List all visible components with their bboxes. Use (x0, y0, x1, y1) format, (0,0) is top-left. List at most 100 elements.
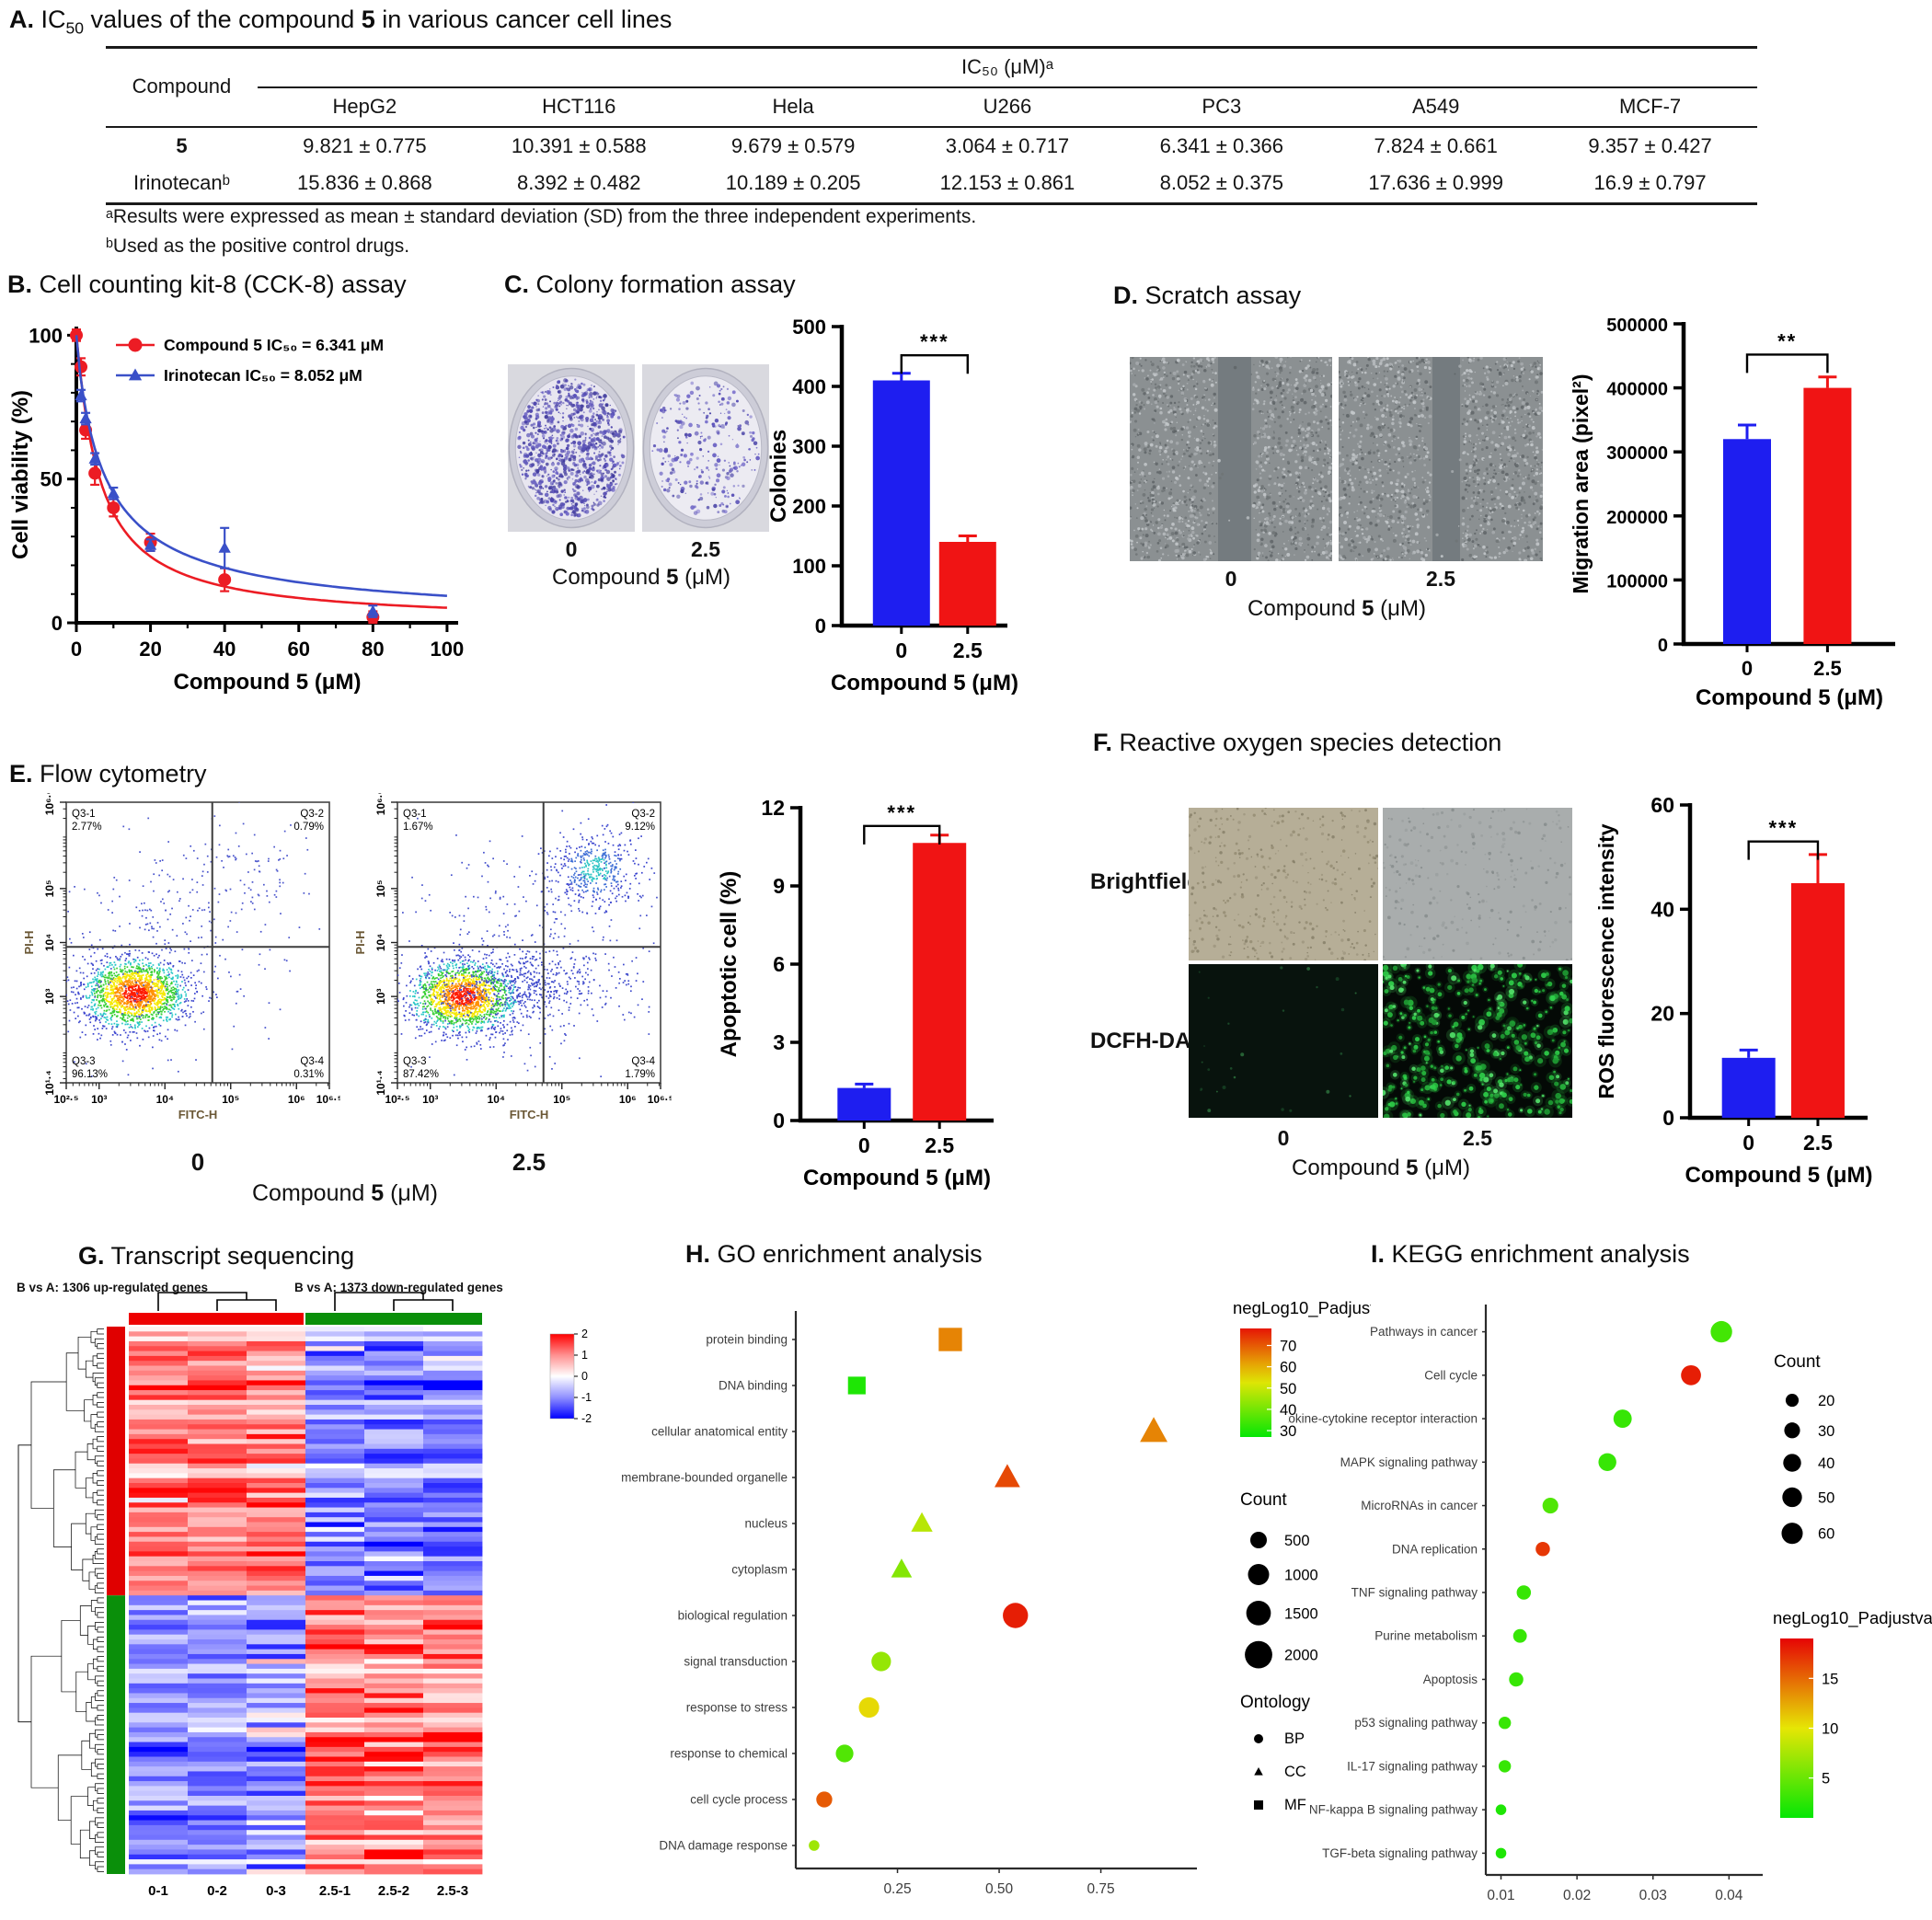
table-cell: 17.636 ± 0.999 (1328, 165, 1543, 203)
table-cell: 16.9 ± 0.797 (1543, 165, 1757, 203)
svg-text:0: 0 (1742, 657, 1753, 680)
panel-a-title-mid: values of the compound (84, 6, 362, 33)
table-col-pc3: PC3 (1114, 87, 1328, 127)
panel-h-letter: H. (685, 1240, 710, 1268)
table-col-a549: A549 (1328, 87, 1543, 127)
svg-text:Migration area (pixel²): Migration area (pixel²) (1569, 374, 1593, 594)
panel-f-title-text: Reactive oxygen species detection (1120, 729, 1502, 756)
svg-text:50: 50 (40, 468, 63, 491)
panel-e-title-text: Flow cytometry (40, 760, 207, 788)
colony-dish-image-0 (508, 364, 635, 536)
svg-text:10⁴: 10⁴ (43, 934, 56, 951)
svg-text:10⁶: 10⁶ (288, 1093, 305, 1106)
table-cell: 12.153 ± 0.861 (901, 165, 1115, 203)
scratch-xlabel-num: 5 (1362, 596, 1374, 621)
ros-dose-2-5: 2.5 (1463, 1126, 1492, 1151)
table-cell: 15.836 ± 0.868 (258, 165, 472, 203)
flow-xlabel-post: (μM) (384, 1180, 438, 1206)
table-cell: 3.064 ± 0.717 (901, 127, 1115, 166)
panel-f-title: F. Reactive oxygen species detection (1093, 729, 1501, 757)
ros-xlabel: Compound 5 (μM) (1189, 1155, 1573, 1181)
svg-text:10²·⁵: 10²·⁵ (54, 1093, 79, 1106)
svg-text:10¹·⁴: 10¹·⁴ (43, 1070, 56, 1095)
scratch-dose-labels: 0 2.5 (1130, 567, 1544, 594)
flow-dose-0: 0 (191, 1148, 204, 1177)
svg-text:0: 0 (52, 612, 63, 635)
svg-text:100: 100 (29, 324, 63, 347)
ros-dose-0: 0 (1278, 1126, 1290, 1151)
table-row-irinotecan-name: Irinotecanᵇ (106, 165, 258, 203)
svg-text:10⁶·⁶: 10⁶·⁶ (43, 793, 56, 815)
flow-xlabel: Compound 5 (μM) (18, 1180, 672, 1207)
svg-text:300: 300 (792, 435, 826, 458)
panel-g-letter: G. (78, 1242, 105, 1270)
dcfh-da-image-0 (1189, 964, 1378, 1122)
svg-text:100000: 100000 (1606, 571, 1668, 592)
brightfield-row-label: Brightfield (1090, 869, 1201, 895)
svg-text:2.5: 2.5 (1813, 657, 1842, 680)
table-cell: 10.189 ± 0.205 (686, 165, 901, 203)
table-col-hct116: HCT116 (472, 87, 686, 127)
table-cell: 8.052 ± 0.375 (1114, 165, 1328, 203)
svg-text:20: 20 (139, 638, 161, 661)
brightfield-image-0 (1189, 808, 1378, 965)
ros-xlabel-post: (μM) (1418, 1155, 1469, 1180)
svg-text:Irinotecan IC₅₀ = 8.052 μM: Irinotecan IC₅₀ = 8.052 μM (164, 366, 362, 385)
panel-a-title-compound: 5 (362, 6, 375, 33)
svg-text:200000: 200000 (1606, 508, 1668, 528)
svg-text:10⁴: 10⁴ (156, 1093, 174, 1106)
table-header-ic50-group: IC₅₀ (μM)ᵃ (258, 48, 1757, 87)
svg-text:80: 80 (362, 638, 384, 661)
svg-text:***: *** (920, 330, 949, 353)
svg-text:500000: 500000 (1606, 316, 1668, 336)
colony-dose-0: 0 (566, 537, 578, 562)
panel-b-title-text: Cell counting kit-8 (CCK-8) assay (40, 270, 407, 298)
scratch-xlabel-post: (μM) (1374, 596, 1425, 621)
svg-text:100: 100 (431, 638, 465, 661)
dcfh-da-image-2-5 (1383, 964, 1572, 1122)
svg-text:0: 0 (895, 638, 907, 662)
table-cell: 7.824 ± 0.661 (1328, 127, 1543, 166)
panel-a-letter: A. (9, 6, 34, 33)
svg-text:Compound 5 (μM): Compound 5 (μM) (831, 671, 1018, 696)
table-cell: 10.391 ± 0.588 (472, 127, 686, 166)
panel-a-title: A. IC50 values of the compound 5 in vari… (9, 6, 672, 38)
svg-text:10⁵: 10⁵ (222, 1093, 239, 1106)
panel-i-letter: I. (1371, 1240, 1385, 1268)
svg-text:300000: 300000 (1606, 443, 1668, 464)
scratch-xlabel: Compound 5 (μM) (1130, 596, 1544, 622)
table-cell: 9.821 ± 0.775 (258, 127, 472, 166)
svg-text:0: 0 (71, 638, 82, 661)
ros-xlabel-pre: Compound (1292, 1155, 1406, 1180)
ic50-table: Compound IC₅₀ (μM)ᵃ HepG2 HCT116 Hela U2… (106, 46, 1757, 205)
svg-text:400: 400 (792, 375, 826, 398)
panel-d-title: D. Scratch assay (1113, 282, 1301, 310)
svg-text:500: 500 (792, 316, 826, 339)
panel-i-title: I. KEGG enrichment analysis (1371, 1240, 1690, 1269)
ros-dose-labels: 0 2.5 (1189, 1126, 1573, 1154)
svg-text:10⁵: 10⁵ (43, 880, 56, 897)
scratch-dose-2-5: 2.5 (1426, 567, 1455, 592)
svg-text:100: 100 (792, 555, 826, 578)
flow-xlabel-num: 5 (371, 1180, 384, 1206)
flow-dose-labels: 0 2.5 (18, 1148, 672, 1179)
table-cell: 6.341 ± 0.366 (1114, 127, 1328, 166)
svg-text:10⁶·⁵: 10⁶·⁵ (316, 1093, 340, 1106)
table-cell: 9.679 ± 0.579 (686, 127, 901, 166)
table-cell: 8.392 ± 0.482 (472, 165, 686, 203)
svg-text:Compound 5 (μM): Compound 5 (μM) (1696, 685, 1883, 710)
svg-text:0: 0 (815, 615, 826, 638)
table-row: Irinotecanᵇ 15.836 ± 0.868 8.392 ± 0.482… (106, 165, 1757, 203)
flow-dose-2-5: 2.5 (512, 1148, 546, 1177)
svg-text:Colonies: Colonies (766, 430, 791, 523)
svg-text:10³: 10³ (43, 988, 56, 1004)
brightfield-image-2-5 (1383, 808, 1572, 965)
panel-g-title-text: Transcript sequencing (111, 1242, 355, 1270)
flow-xlabel-pre: Compound (252, 1180, 371, 1206)
